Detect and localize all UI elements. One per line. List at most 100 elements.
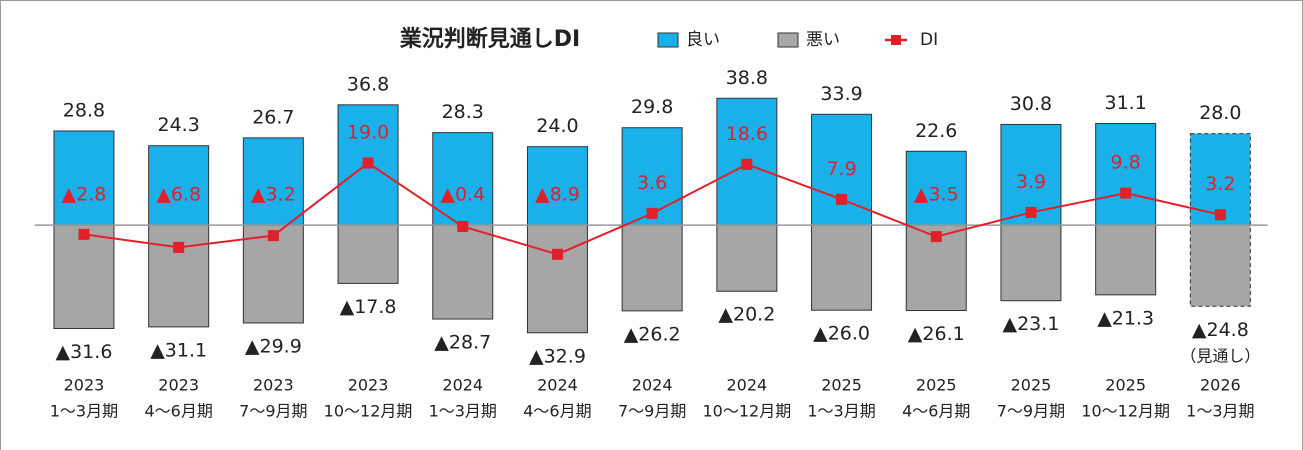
bar-value-label: 36.8	[347, 73, 389, 95]
chart-title: 業況判断見通しDI	[400, 26, 580, 52]
di-value-label: ▲6.8	[156, 184, 201, 206]
bar	[53, 130, 115, 226]
legend-marker	[891, 35, 901, 45]
di-value-label: 3.6	[637, 172, 667, 194]
x-tick-label: 2024	[632, 376, 673, 395]
bar	[1000, 224, 1062, 302]
legend-label: 悪い	[806, 30, 840, 50]
x-tick-label: 2024	[537, 376, 578, 395]
bar	[1095, 224, 1157, 296]
x-tick-label: 10～12月期	[1081, 402, 1170, 421]
bar	[337, 224, 399, 284]
bar	[1095, 122, 1157, 226]
di-marker	[836, 193, 848, 205]
bar	[526, 224, 588, 334]
bar-value-label: ▲26.1	[908, 323, 965, 345]
bar-value-label: ▲31.1	[150, 339, 207, 361]
bar-value-label: 29.8	[631, 96, 673, 118]
x-tick-label: 2025	[1011, 376, 1052, 395]
x-tick-label: 10～12月期	[702, 402, 791, 421]
bar	[621, 224, 683, 312]
x-tick-label: 1～3月期	[429, 402, 497, 421]
di-value-label: 7.9	[826, 158, 856, 180]
x-tick-label: 1～3月期	[807, 402, 875, 421]
x-tick-label: 1～3月期	[50, 402, 118, 421]
x-tick-label: 4～6月期	[523, 402, 591, 421]
bar-value-label: 22.6	[915, 120, 957, 142]
bar	[526, 146, 588, 226]
di-value-label: ▲0.4	[440, 184, 485, 206]
bar-value-label: ▲29.9	[245, 335, 302, 357]
bar	[432, 132, 494, 226]
bar	[1189, 224, 1251, 307]
di-marker	[78, 228, 90, 240]
legend-label: 良い	[686, 30, 720, 50]
di-marker	[457, 220, 469, 232]
di-marker	[646, 207, 658, 219]
di-marker	[267, 230, 279, 242]
bar	[432, 224, 494, 320]
x-tick-label: 2023	[348, 376, 389, 395]
di-marker	[362, 157, 374, 169]
di-value-label: 3.9	[1016, 171, 1046, 193]
x-tick-label: 10～12月期	[324, 402, 413, 421]
x-tick-label: 2025	[1105, 376, 1146, 395]
bar-value-label: 26.7	[252, 106, 294, 128]
bar-value-label: 38.8	[726, 67, 768, 89]
x-tick-label: 7～9月期	[618, 402, 686, 421]
x-tick-label: 2023	[253, 376, 294, 395]
bar	[148, 145, 210, 226]
bar-value-label: 31.1	[1104, 92, 1146, 114]
bar-value-label: ▲17.8	[340, 296, 397, 318]
annotation: （見通し）	[1180, 347, 1260, 366]
di-marker	[173, 241, 185, 253]
x-tick-label: 1～3月期	[1186, 402, 1254, 421]
di-marker	[1025, 206, 1037, 218]
di-marker	[551, 248, 563, 260]
x-tick-label: 2023	[64, 376, 105, 395]
di-value-label: ▲8.9	[535, 184, 580, 206]
bar-value-label: 28.8	[63, 99, 105, 121]
bar-value-label: 24.0	[536, 115, 578, 137]
legend-swatch	[777, 32, 799, 48]
di-value-label: ▲3.2	[251, 184, 296, 206]
di-value-label: 3.2	[1205, 173, 1235, 195]
x-tick-label: 2026	[1200, 376, 1241, 395]
bar	[242, 137, 304, 226]
x-tick-label: 7～9月期	[997, 402, 1065, 421]
bar-value-label: 24.3	[157, 114, 199, 136]
x-tick-label: 4～6月期	[144, 402, 212, 421]
di-value-label: ▲3.5	[914, 184, 959, 206]
di-value-label: ▲2.8	[62, 184, 107, 206]
di-marker	[930, 231, 942, 243]
bar-value-label: ▲21.3	[1097, 307, 1154, 329]
bar-value-label: ▲26.0	[813, 323, 870, 345]
x-tick-label: 2025	[821, 376, 862, 395]
di-value-label: 19.0	[347, 122, 389, 144]
di-marker	[1214, 209, 1226, 221]
x-tick-label: 2023	[158, 376, 199, 395]
x-tick-label: 2025	[916, 376, 957, 395]
x-tick-label: 2024	[442, 376, 483, 395]
bar-value-label: ▲20.2	[718, 304, 775, 326]
bar-value-label: ▲32.9	[529, 345, 586, 367]
bar-value-label: 30.8	[1010, 93, 1052, 115]
legend-swatch	[657, 32, 679, 48]
bar-value-label: 33.9	[820, 83, 862, 105]
bar	[53, 224, 115, 330]
di-value-label: 18.6	[726, 123, 768, 145]
bar-value-label: 28.3	[442, 101, 484, 123]
bar-value-label: 28.0	[1199, 102, 1241, 124]
bar-value-label: ▲31.6	[55, 341, 112, 363]
x-tick-label: 4～6月期	[902, 402, 970, 421]
bar	[716, 224, 778, 292]
di-marker	[1120, 187, 1132, 199]
bar	[811, 224, 873, 311]
x-tick-label: 2024	[726, 376, 767, 395]
di-marker	[741, 158, 753, 170]
bar	[242, 224, 304, 324]
di-value-label: 9.8	[1111, 152, 1141, 174]
bar-value-label: ▲28.7	[434, 332, 491, 354]
bar-value-label: ▲23.1	[1002, 313, 1059, 335]
